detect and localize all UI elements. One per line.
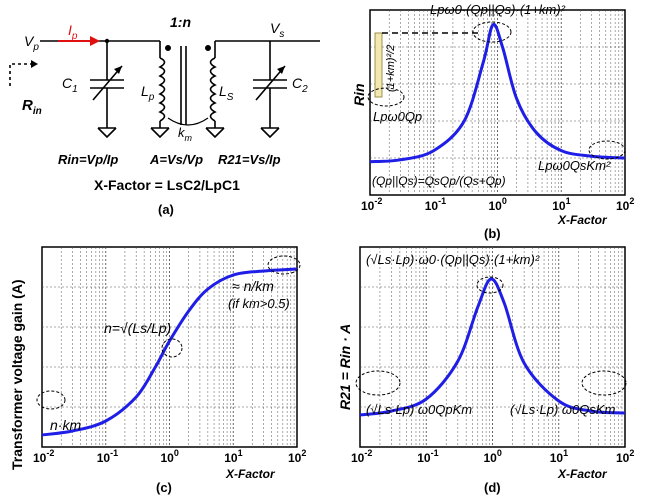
c2-label: C2 bbox=[292, 75, 308, 95]
peak-formula-d: (√Ls·Lp)·ω0·(Qp||Qs)·(1+km)² bbox=[366, 252, 540, 267]
curve-rin bbox=[369, 23, 626, 164]
peak-ellipse-d bbox=[476, 276, 504, 294]
left-ellipse-d bbox=[355, 370, 401, 396]
right-ellipse bbox=[588, 140, 626, 160]
km-label: km bbox=[178, 125, 193, 143]
ground-icon bbox=[205, 127, 225, 139]
vs-label: Vs bbox=[270, 20, 284, 40]
x-tick-label: 10-1 bbox=[417, 448, 438, 465]
right-ellipse-d bbox=[581, 370, 627, 396]
curve-r21 bbox=[359, 277, 626, 417]
x-axis-label-c: X-Factor bbox=[225, 467, 276, 481]
lp-label: Lp bbox=[141, 83, 155, 103]
caption-b: (b) bbox=[484, 226, 501, 241]
ip-label: Ip bbox=[68, 22, 78, 42]
current-arrow-icon bbox=[58, 36, 100, 46]
x-tick-label: 100 bbox=[161, 448, 179, 465]
panel-d: 10-2 10-1 100 101 102 (√Ls·Lp)·ω0·(Qp||Qs)·(… bbox=[337, 246, 634, 495]
x-ticks-b: 10-2 10-1 100 101 102 bbox=[361, 196, 634, 213]
peak-height-bar bbox=[374, 32, 383, 98]
gridlines-b bbox=[370, 10, 625, 195]
left-label-c: n·km bbox=[50, 417, 81, 433]
x-tick-label: 101 bbox=[552, 196, 570, 213]
height-label-b: (1+km)²/2 bbox=[385, 45, 397, 92]
turns-ratio: 1:n bbox=[170, 14, 191, 30]
x-tick-label: 10-2 bbox=[351, 448, 372, 465]
x-tick-label: 102 bbox=[288, 448, 306, 465]
right-label-b: Lpω0QsKm² bbox=[538, 158, 611, 173]
right-label-c2: (if km>0.5) bbox=[228, 296, 290, 311]
left-ellipse-c bbox=[36, 390, 66, 410]
x-tick-label: 10-2 bbox=[361, 196, 382, 213]
ground-icon bbox=[260, 127, 280, 139]
right-ellipse-c bbox=[267, 255, 301, 275]
x-tick-label: 101 bbox=[550, 448, 568, 465]
y-axis-label-d: R21 = Rin · A bbox=[337, 324, 353, 410]
gridlines-d bbox=[360, 247, 625, 447]
coupled-inductor-icon bbox=[158, 44, 217, 128]
rin-equation: Rin=Vp/Ip bbox=[58, 152, 118, 167]
peak-ellipse bbox=[472, 21, 512, 43]
x-tick-label: 10-1 bbox=[425, 196, 446, 213]
caption-d: (d) bbox=[484, 480, 501, 495]
mid-label-c: n=√(Ls/Lp) bbox=[104, 320, 171, 336]
panel-b: 10-2 10-1 100 101 102 Lpω0·(Qp||Qs)·(1+km)² … bbox=[351, 2, 634, 241]
x-ticks-d: 10-2 10-1 100 101 102 bbox=[351, 448, 634, 465]
y-axis-label-c: Transformer voltage gain (A) bbox=[9, 279, 25, 470]
parallel-label-b: (Qp||Qs)=QsQp/(Qs+Qp) bbox=[372, 174, 506, 188]
left-label-d: (√Ls·Lp) ω0QpKm bbox=[366, 402, 472, 417]
x-tick-label: 10-1 bbox=[97, 448, 118, 465]
ground-icon bbox=[97, 127, 117, 139]
x-tick-label: 101 bbox=[224, 448, 242, 465]
caption-a: (a) bbox=[158, 202, 174, 217]
gridlines-c bbox=[42, 247, 297, 447]
panel-c: 10-2 10-1 100 101 102 n·km n=√(Ls/Lp) ≈ n/km… bbox=[9, 246, 306, 495]
peak-formula-b: Lpω0·(Qp||Qs)·(1+km)² bbox=[430, 2, 566, 17]
gain-equation: A=Vs/Vp bbox=[149, 152, 203, 167]
right-label-c1: ≈ n/km bbox=[232, 278, 274, 294]
ls-label: LS bbox=[219, 83, 234, 103]
variable-capacitor-icon bbox=[90, 65, 124, 128]
x-axis-label-d: X-Factor bbox=[557, 467, 608, 481]
left-label-b: Lpω0Qp bbox=[373, 109, 422, 124]
x-axis-label-b: X-Factor bbox=[557, 213, 608, 227]
left-ellipse bbox=[367, 87, 405, 107]
circuit-labels: Vp Ip 1:n Vs C1 C2 Lp LS km Rin Rin=Vp/I… bbox=[22, 14, 308, 217]
caption-c: (c) bbox=[156, 480, 172, 495]
xfactor-equation: X-Factor = LsC2/LpC1 bbox=[94, 177, 240, 193]
rin-label: Rin bbox=[22, 97, 42, 117]
x-tick-label: 102 bbox=[616, 448, 634, 465]
x-tick-label: 100 bbox=[489, 196, 507, 213]
c1-label: C1 bbox=[62, 75, 78, 95]
variable-capacitor-icon bbox=[253, 65, 287, 128]
circuit-panel bbox=[9, 36, 320, 139]
x-tick-label: 102 bbox=[616, 196, 634, 213]
x-tick-label: 100 bbox=[484, 448, 502, 465]
mid-ellipse-c bbox=[161, 338, 183, 358]
vp-label: Vp bbox=[24, 33, 39, 53]
curve-gain bbox=[41, 267, 298, 437]
x-ticks-c: 10-2 10-1 100 101 102 bbox=[33, 448, 306, 465]
y-axis-label-b: Rin bbox=[351, 83, 367, 106]
r21-equation: R21=Vs/Ip bbox=[218, 152, 281, 167]
x-tick-label: 10-2 bbox=[33, 448, 54, 465]
right-label-d: (√Ls·Lp) ω0QsKm bbox=[510, 402, 616, 417]
ground-icon bbox=[150, 127, 170, 139]
